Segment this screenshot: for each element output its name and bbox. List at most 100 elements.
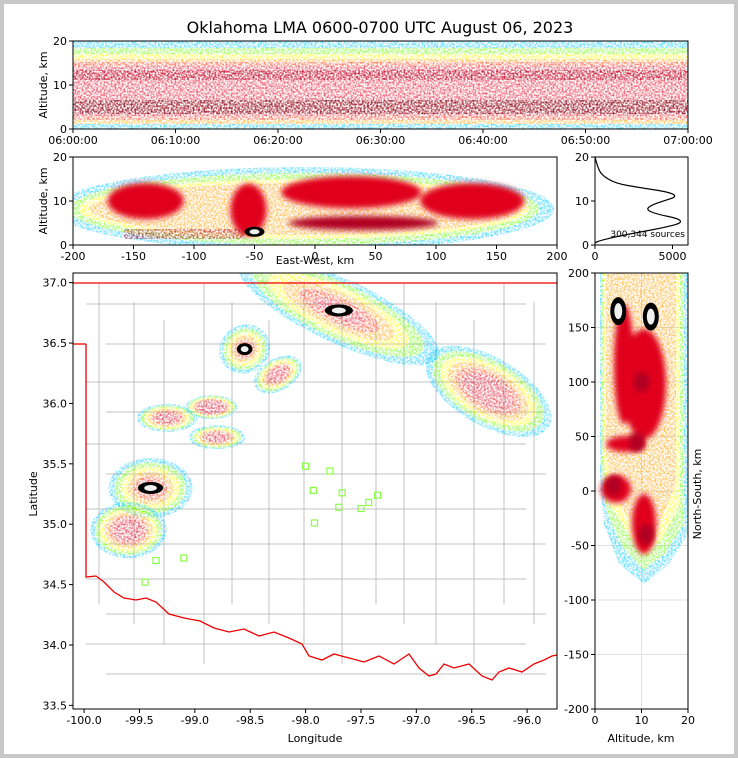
lma-station xyxy=(338,489,346,497)
y-tick-label: 37.0 xyxy=(43,277,68,290)
figure-title: Oklahoma LMA 0600-0700 UTC August 06, 20… xyxy=(187,18,574,37)
time-height-density xyxy=(73,41,688,129)
x-tick-label: 100 xyxy=(426,250,447,263)
storm-cell-ring xyxy=(205,432,229,443)
y-tick-label: 35.0 xyxy=(43,518,68,531)
ns-core-white xyxy=(646,308,655,325)
y-tick-label: 10 xyxy=(575,195,589,208)
x-tick-label: 06:10:00 xyxy=(151,134,200,147)
source-count-annotation: 300,344 sources xyxy=(610,230,685,240)
lma-station xyxy=(310,519,319,527)
x-tick-label: -100 xyxy=(182,250,207,263)
x-tick-label: -96.0 xyxy=(513,714,541,727)
north-south-ylabel: North-South, km xyxy=(691,449,704,540)
storm-cell-ring xyxy=(155,412,180,424)
lma-station xyxy=(326,467,334,475)
x-tick-label: -50 xyxy=(246,250,264,263)
ew-core-white xyxy=(249,229,260,235)
lma-station xyxy=(180,554,188,562)
state-border xyxy=(73,282,557,681)
lma-station xyxy=(309,486,317,494)
y-tick-label: 0 xyxy=(582,239,589,252)
lma-station xyxy=(357,504,365,513)
ns-cores xyxy=(605,297,659,545)
x-tick-label: 200 xyxy=(547,250,568,263)
map-frame xyxy=(72,272,558,710)
y-tick-label: 34.5 xyxy=(43,579,68,592)
x-tick-label: 150 xyxy=(486,250,507,263)
y-tick-label: 36.5 xyxy=(43,337,68,350)
storm-cell-core-white xyxy=(144,484,157,491)
x-tick-label: -99.5 xyxy=(125,714,153,727)
x-tick-label: 20 xyxy=(681,714,695,727)
x-tick-label: 10 xyxy=(635,714,649,727)
latitude-label: Latitude xyxy=(27,471,40,517)
ew-core xyxy=(288,216,439,230)
north-south-panel: North-South, km Altitude, km 0 10 20 -200 -1… xyxy=(564,267,704,745)
y-tick-label: 20 xyxy=(575,151,589,164)
storm-cell-core-white xyxy=(240,346,249,353)
y-tick-label: -50 xyxy=(571,540,589,553)
east-west-ylabel: Altitude, km xyxy=(37,167,50,234)
ew-core xyxy=(107,183,184,219)
x-tick-label: -150 xyxy=(121,250,146,263)
x-tick-label: 50 xyxy=(369,250,383,263)
storm-cell xyxy=(90,502,167,559)
ns-core xyxy=(638,524,655,545)
north-south-density xyxy=(595,273,688,709)
north-south-ticks: 0 10 20 -200 -150 -100 -50 0 50 100 150 200 xyxy=(564,267,695,727)
y-tick-label: 10 xyxy=(53,195,67,208)
east-west-ticks: -200 -150 -100 -50 0 50 100 150 200 0 10 20 xyxy=(53,151,568,263)
x-tick-label: 07:00:00 xyxy=(663,134,712,147)
x-tick-label: -98.5 xyxy=(236,714,264,727)
storm-cell-core-white xyxy=(331,307,346,314)
x-tick-label: -99.0 xyxy=(181,714,209,727)
lma-stations xyxy=(141,462,382,586)
x-tick-label: 0 xyxy=(592,714,599,727)
y-tick-label: 20 xyxy=(53,151,67,164)
map-content xyxy=(73,273,557,681)
longitude-label: Longitude xyxy=(288,732,343,745)
y-tick-label: 0 xyxy=(60,123,67,136)
y-tick-label: 10 xyxy=(53,79,67,92)
x-tick-label: 06:00:00 xyxy=(48,134,97,147)
lma-station xyxy=(301,462,310,470)
altitude-histogram-line xyxy=(594,156,682,244)
histogram-frame xyxy=(594,156,689,246)
storm-cell xyxy=(137,403,198,432)
time-height-panel: Altitude, km 06:00:00 06:10:00 06:20:00 06:… xyxy=(37,35,713,147)
x-tick-label: -97.5 xyxy=(347,714,375,727)
lma-station xyxy=(373,491,382,499)
lma-station xyxy=(141,578,149,586)
figure: Oklahoma LMA 0600-0700 UTC August 06, 20… xyxy=(4,4,734,754)
lma-station xyxy=(335,503,343,511)
storm-cell xyxy=(185,395,238,420)
plan-view-panel: Latitude Longitude -100.0 -99.5 -99.0 -98.5… xyxy=(27,272,558,745)
x-tick-label: 06:40:00 xyxy=(458,134,507,147)
map-ticks: -100.0 -99.5 -99.0 -98.5 -98.0 -97.5 -97.0 -96.… xyxy=(43,277,542,727)
y-tick-label: 20 xyxy=(53,35,67,48)
y-tick-label: 36.0 xyxy=(43,397,68,410)
storm-cell-ring xyxy=(197,400,226,414)
ns-core xyxy=(605,475,622,496)
plan-view-density xyxy=(90,273,552,559)
x-tick-label: 06:20:00 xyxy=(253,134,302,147)
x-tick-label: -100.0 xyxy=(66,714,101,727)
storm-cell-ring xyxy=(268,366,288,383)
x-tick-label: -97.0 xyxy=(402,714,430,727)
x-tick-label: 06:30:00 xyxy=(356,134,405,147)
x-tick-label: -200 xyxy=(61,250,86,263)
time-height-ticks: 06:00:00 06:10:00 06:20:00 06:30:00 06:40:00… xyxy=(48,35,712,147)
ew-core xyxy=(420,183,525,219)
x-tick-label: 0 xyxy=(312,250,319,263)
storm-cell xyxy=(188,425,245,450)
y-tick-label: 0 xyxy=(582,485,589,498)
y-tick-label: 33.5 xyxy=(43,699,68,712)
y-tick-label: 34.0 xyxy=(43,639,68,652)
storm-cell xyxy=(425,345,552,438)
ew-core xyxy=(230,183,267,236)
ns-core xyxy=(628,431,645,452)
east-west-density xyxy=(73,157,557,245)
ew-core xyxy=(281,176,422,209)
ns-core xyxy=(633,372,650,392)
